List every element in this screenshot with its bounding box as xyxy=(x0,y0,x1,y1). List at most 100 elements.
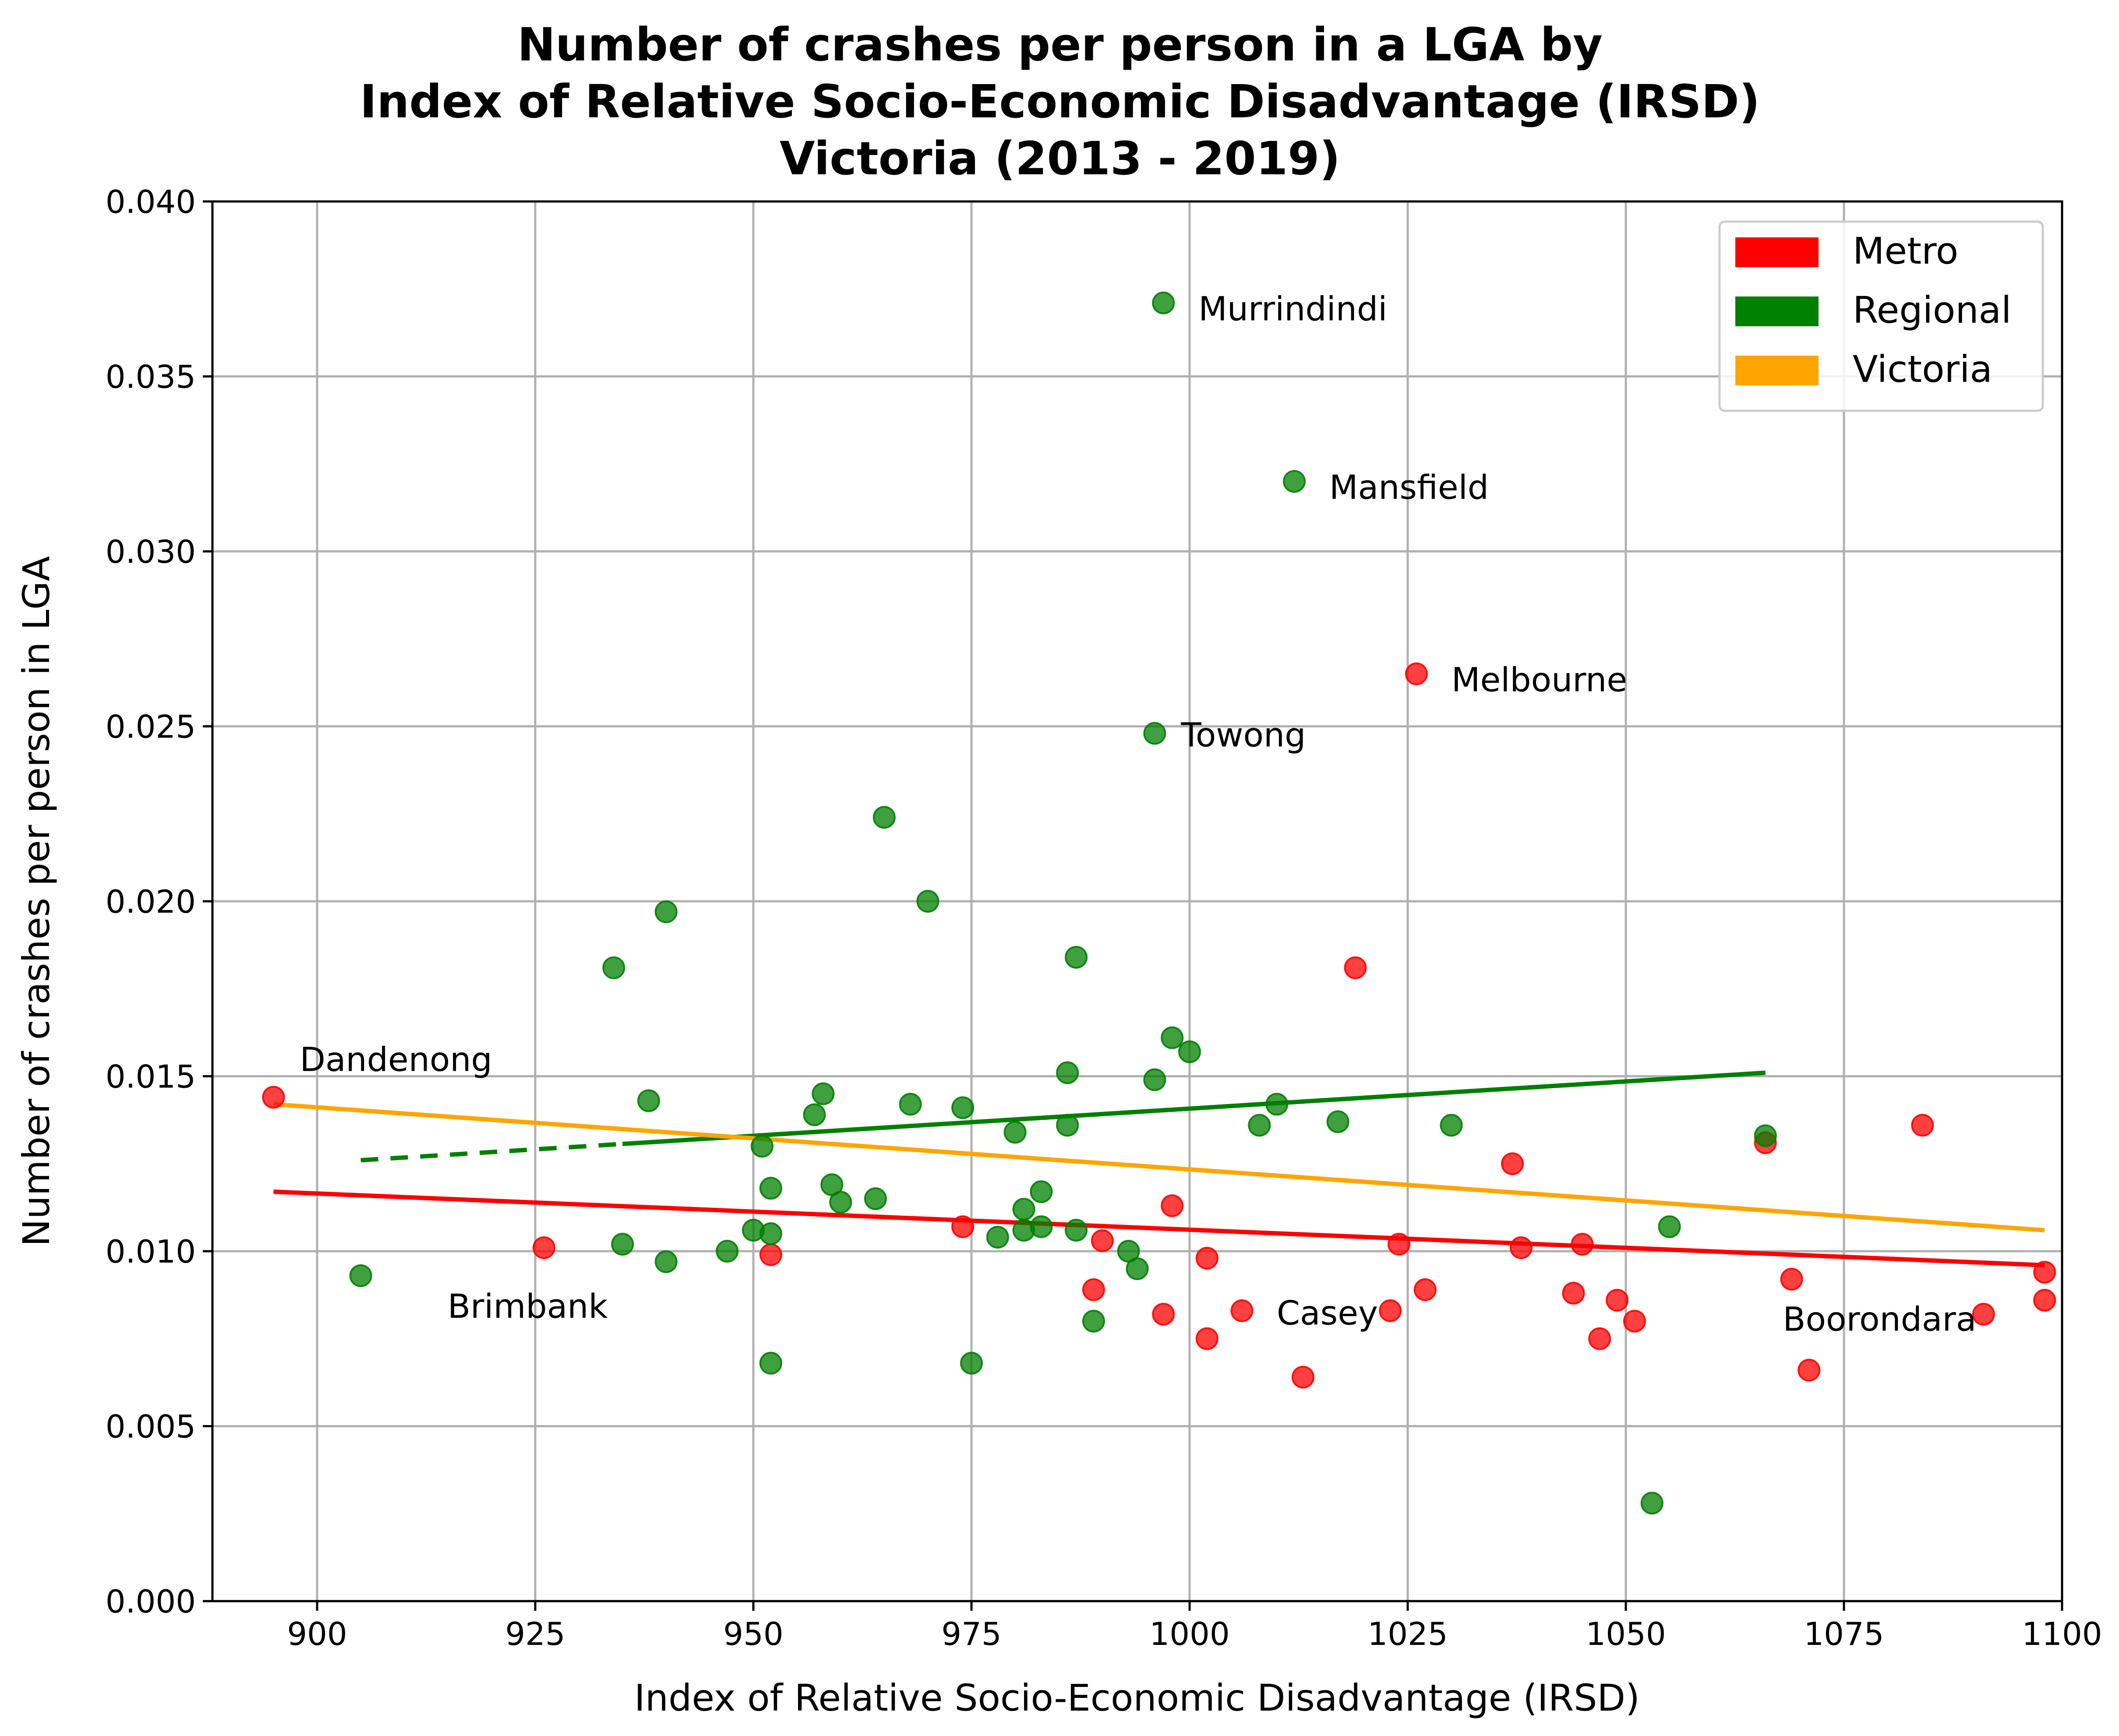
x-tick-label: 1075 xyxy=(1804,1616,1884,1652)
y-tick-label: 0.030 xyxy=(106,533,196,570)
regional-data-point xyxy=(829,1191,852,1214)
regional-data-point xyxy=(872,806,896,829)
regional-data-point xyxy=(1658,1215,1681,1238)
chart-title-line-1: Number of crashes per person in a LGA by xyxy=(517,18,1603,71)
x-tick-label: 1025 xyxy=(1367,1616,1448,1652)
y-tick-label: 0.040 xyxy=(106,183,196,220)
metro-data-point xyxy=(532,1236,555,1260)
x-tick-label: 1000 xyxy=(1149,1616,1229,1652)
regional-data-point xyxy=(1030,1180,1053,1203)
regional-data-point xyxy=(1754,1124,1777,1147)
metro-data-point xyxy=(759,1243,782,1266)
regional-data-point xyxy=(1265,1093,1289,1116)
regional-trend-line-dashed xyxy=(360,1142,623,1163)
regional-data-point xyxy=(1065,946,1088,969)
data-points xyxy=(262,291,2056,1515)
annotation-mansfield: Mansfield xyxy=(1329,468,1489,507)
annotation-murrindindi: Murrindindi xyxy=(1198,289,1387,328)
x-tick-label: 1100 xyxy=(2022,1616,2102,1652)
metro-data-point xyxy=(1413,1278,1437,1301)
trend-lines xyxy=(273,1070,2045,1267)
legend-swatch-metro xyxy=(1735,237,1819,267)
regional-data-point xyxy=(1126,1257,1149,1280)
regional-data-point xyxy=(349,1264,372,1287)
x-tick-label: 925 xyxy=(505,1616,565,1652)
metro-data-point xyxy=(1911,1114,1934,1137)
regional-data-point xyxy=(951,1096,975,1119)
y-tick-label: 0.010 xyxy=(106,1233,196,1270)
regional-data-point xyxy=(750,1135,773,1158)
metro-data-point xyxy=(951,1215,975,1238)
x-tick-label: 1050 xyxy=(1586,1616,1666,1652)
metro-data-point xyxy=(1344,956,1367,979)
regional-data-point xyxy=(1440,1114,1463,1137)
regional-data-point xyxy=(812,1082,835,1105)
y-axis-label: Number of crashes per person in LGA xyxy=(15,556,58,1247)
regional-data-point xyxy=(759,1351,782,1375)
annotation-casey: Casey xyxy=(1277,1294,1378,1333)
regional-data-point xyxy=(759,1222,782,1246)
regional-data-point xyxy=(1178,1040,1201,1063)
regional-data-point xyxy=(899,1093,922,1116)
regional-data-point xyxy=(1283,470,1306,493)
regional-data-point xyxy=(654,1250,678,1273)
metro-data-point xyxy=(1780,1267,1803,1291)
x-axis-label: Index of Relative Socio-Economic Disadva… xyxy=(634,1676,1640,1719)
regional-data-point xyxy=(1003,1121,1027,1144)
regional-data-point xyxy=(1082,1309,1105,1333)
metro-data-point xyxy=(1230,1299,1254,1322)
legend-label-victoria: Victoria xyxy=(1853,348,1992,391)
regional-data-point xyxy=(1065,1219,1088,1242)
x-tick-label: 975 xyxy=(941,1616,1001,1652)
y-tick-label: 0.035 xyxy=(106,359,196,395)
metro-data-point xyxy=(262,1086,285,1109)
y-axis-ticks: 0.000 0.005 0.010 0.015 0.020 0.025 0.030 0.035… xyxy=(106,183,212,1620)
regional-data-point xyxy=(1248,1114,1271,1137)
annotation-boorondara: Boorondara xyxy=(1783,1300,1976,1339)
regional-data-point xyxy=(611,1233,634,1256)
regional-data-point xyxy=(1143,722,1166,745)
regional-data-point xyxy=(1030,1215,1053,1238)
metro-data-point xyxy=(1091,1229,1114,1253)
metro-data-point xyxy=(1972,1302,1995,1326)
regional-data-point xyxy=(1161,1026,1184,1049)
regional-trend-line xyxy=(622,1070,1766,1147)
metro-data-point xyxy=(2033,1260,2056,1284)
y-tick-label: 0.020 xyxy=(106,883,196,920)
regional-data-point xyxy=(602,956,625,979)
x-axis-ticks: 900 925 950 975 1000 1025 1050 1075 1100 xyxy=(287,1601,2102,1652)
metro-data-point xyxy=(1195,1246,1218,1270)
regional-data-point xyxy=(1152,291,1175,314)
regional-data-point xyxy=(1326,1110,1349,1133)
point-annotations: Murrindindi Mansfield Melbourne Towong Dande… xyxy=(300,289,1976,1339)
regional-data-point xyxy=(1056,1114,1079,1137)
legend-entries: Metro Regional Victoria xyxy=(1735,229,2011,391)
regional-data-point xyxy=(960,1351,983,1375)
metro-data-point xyxy=(1571,1233,1594,1256)
metro-data-point xyxy=(1152,1302,1175,1326)
regional-data-point xyxy=(1640,1492,1663,1515)
regional-data-point xyxy=(916,890,939,913)
legend-label-regional: Regional xyxy=(1853,289,2011,332)
metro-data-point xyxy=(1509,1236,1533,1260)
legend-label-metro: Metro xyxy=(1853,229,1958,272)
regional-data-point xyxy=(803,1103,826,1126)
metro-data-point xyxy=(1082,1278,1105,1301)
regional-data-point xyxy=(637,1089,660,1112)
regional-data-point xyxy=(1143,1068,1166,1091)
metro-data-point xyxy=(1195,1327,1218,1350)
metro-data-point xyxy=(1798,1358,1821,1382)
metro-data-point xyxy=(1606,1288,1629,1312)
x-tick-label: 950 xyxy=(723,1616,783,1652)
annotation-dandenong: Dandenong xyxy=(300,1040,492,1079)
legend-swatch-regional xyxy=(1735,296,1819,326)
y-tick-label: 0.015 xyxy=(106,1059,196,1095)
y-tick-label: 0.025 xyxy=(106,709,196,745)
y-tick-label: 0.000 xyxy=(106,1583,196,1620)
metro-data-point xyxy=(1623,1309,1646,1333)
metro-trend-line xyxy=(273,1189,2045,1267)
annotation-towong: Towong xyxy=(1180,715,1306,754)
metro-data-point xyxy=(1161,1194,1184,1217)
legend-swatch-victoria xyxy=(1735,356,1819,385)
